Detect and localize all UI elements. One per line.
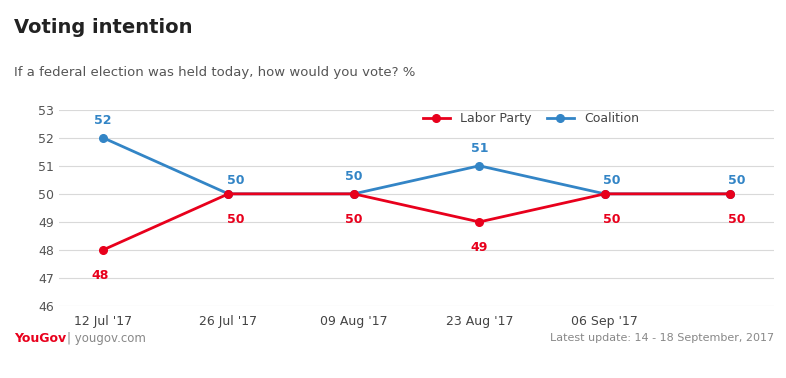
Text: 51: 51 (471, 142, 488, 155)
Text: 50: 50 (226, 174, 244, 187)
Legend: Labor Party, Coalition: Labor Party, Coalition (423, 112, 639, 125)
Text: 49: 49 (471, 242, 488, 254)
Text: 50: 50 (345, 213, 362, 226)
Text: 50: 50 (345, 170, 362, 183)
Text: 50: 50 (603, 213, 620, 226)
Text: Latest update: 14 - 18 September, 2017: Latest update: 14 - 18 September, 2017 (550, 333, 774, 343)
Text: | yougov.com: | yougov.com (67, 332, 145, 345)
Text: Voting intention: Voting intention (14, 19, 193, 37)
Text: 50: 50 (603, 174, 620, 187)
Text: 52: 52 (94, 113, 112, 127)
Text: YouGov: YouGov (14, 332, 66, 345)
Text: 50: 50 (729, 174, 746, 187)
Text: 50: 50 (729, 213, 746, 226)
Text: 48: 48 (91, 270, 108, 282)
Text: 50: 50 (226, 213, 244, 226)
Text: If a federal election was held today, how would you vote? %: If a federal election was held today, ho… (14, 67, 416, 79)
